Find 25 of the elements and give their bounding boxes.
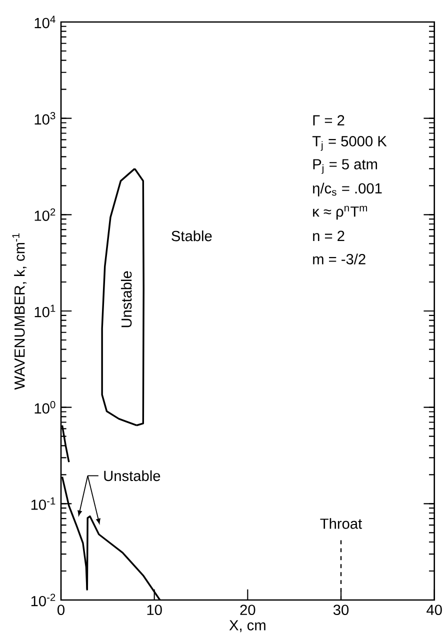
y-tick-label: 10$^{-2}$ xyxy=(31,594,56,606)
x-axis-title: X, cm xyxy=(229,620,266,632)
annotation: η/c$_{s}$ = .001 xyxy=(312,182,382,196)
annotation: Stable xyxy=(172,230,212,242)
y-tick-label: 10$^{-1}$ xyxy=(31,497,56,510)
y-tick-label: 10$^{4}$ xyxy=(34,16,56,28)
y-tick-label: 10$^{0}$ xyxy=(34,401,56,414)
x-tick-label: 30 xyxy=(333,604,349,616)
x-tick-label: 0 xyxy=(58,604,64,616)
y-tick-label: 10$^{2}$ xyxy=(34,208,56,221)
annotation: Unstable xyxy=(104,470,160,482)
annotation: Γ = 2 xyxy=(313,115,344,126)
annotation: T$_{j}$ = 5000 K xyxy=(312,136,387,151)
x-tick-label: 10 xyxy=(147,604,162,616)
x-tick-label: 20 xyxy=(240,604,256,616)
y-tick-label: 10$^{1}$ xyxy=(34,304,56,318)
ref-line-label: Throat xyxy=(320,518,362,529)
annotation: n = 2 xyxy=(313,230,344,241)
annotation: P$_{j}$ = 5 atm xyxy=(313,159,377,174)
annotation: m = -3/2 xyxy=(313,254,366,264)
x-tick-label: 40 xyxy=(426,604,442,616)
y-tick-label: 10$^{3}$ xyxy=(34,112,56,125)
y-axis-title: WAVENUMBER, k, cm$^{-1}$ xyxy=(12,233,26,390)
annotation: Unstable xyxy=(120,271,132,328)
annotation: κ ≈ ρ$^{n}$T$^{m}$ xyxy=(313,206,367,220)
